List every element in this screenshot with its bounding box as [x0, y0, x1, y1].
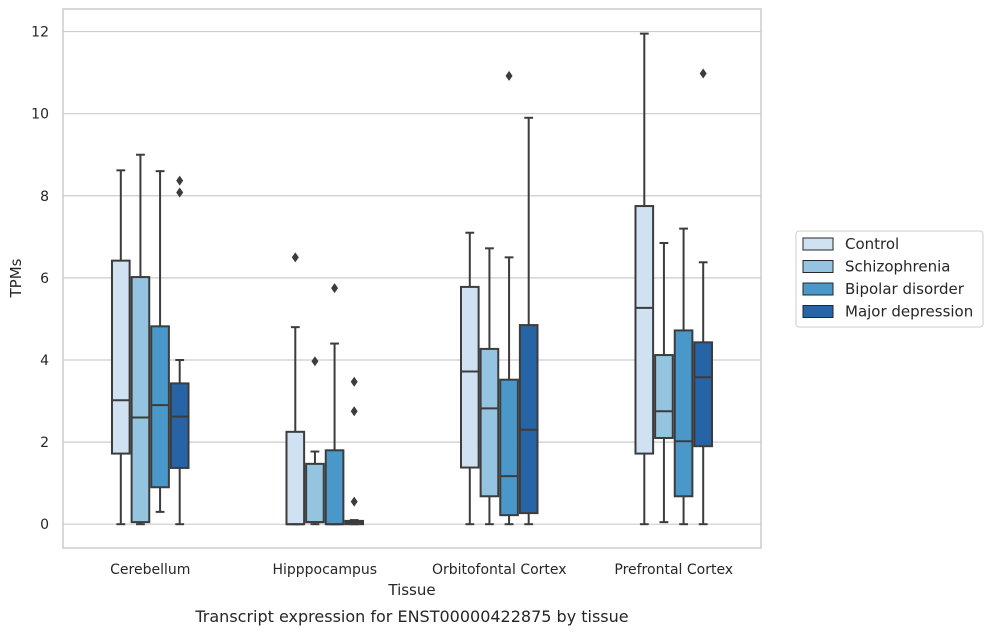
y-tick-label: 2 [40, 435, 49, 451]
box-plot [459, 231, 480, 526]
legend: Control Schizophrenia Bipolar disorder Majo… [795, 230, 984, 328]
x-tick-label: Orbitofontal Cortex [432, 562, 567, 578]
box-iqr [305, 462, 325, 524]
box-iqr [518, 324, 539, 515]
box-plot [169, 175, 190, 526]
y-tick-label: 4 [40, 353, 49, 369]
outlier-point [350, 406, 358, 417]
chart-caption: Transcript expression for ENST0000042287… [194, 607, 628, 626]
box-iqr [693, 341, 714, 448]
box-plot [285, 252, 306, 526]
y-axis-title: TPMs [7, 258, 25, 298]
legend-swatch [802, 305, 834, 318]
x-tick-label: Cerebellum [110, 562, 190, 578]
box-iqr [130, 276, 151, 524]
outlier-point [311, 356, 319, 367]
box-plot [673, 227, 694, 526]
legend-label: Schizophrenia [845, 258, 950, 276]
box-iqr [459, 285, 480, 469]
y-tick-label: 6 [40, 271, 49, 287]
box-plot [150, 170, 170, 513]
y-tick-label: 10 [31, 107, 49, 123]
legend-label: Major depression [845, 303, 973, 321]
box-iqr [479, 347, 500, 498]
legend-label: Bipolar disorder [845, 280, 965, 298]
outlier-point [331, 283, 339, 294]
outlier-point [350, 496, 358, 507]
box-iqr [285, 430, 306, 526]
tick-labels: 0 2 4 6 8 10 12 Cerebellum Hipppocampus Orbitofon… [31, 25, 733, 578]
box-plot [110, 169, 131, 526]
box-plot [499, 70, 519, 526]
plot-frame [62, 8, 762, 549]
box-iqr [634, 205, 655, 455]
box-plot [654, 241, 674, 524]
y-tick-label: 12 [31, 25, 49, 41]
box-plot [130, 153, 151, 526]
box-plot [324, 283, 345, 526]
x-tick-label: Hipppocampus [272, 562, 377, 578]
box-series [110, 32, 714, 526]
y-tick-label: 8 [40, 189, 49, 205]
box-plot [693, 68, 714, 526]
box-plot [305, 356, 325, 526]
box-plot [479, 247, 500, 526]
box-iqr [169, 382, 190, 469]
legend-swatch [802, 237, 834, 251]
box-iqr [324, 449, 345, 526]
legend-label: Control [845, 235, 899, 253]
y-tick-label: 0 [40, 517, 49, 533]
box-plot [344, 376, 365, 526]
legend-swatch [802, 282, 834, 296]
outlier-point [291, 252, 299, 263]
box-plot [634, 32, 655, 526]
box-iqr [110, 259, 131, 455]
box-iqr [673, 329, 694, 498]
x-axis-title: Tissue [387, 581, 435, 599]
outlier-point [176, 175, 184, 186]
outlier-point [350, 376, 358, 387]
box-iqr [499, 378, 519, 517]
box-iqr [150, 325, 170, 489]
legend-frame [795, 230, 984, 328]
legend-swatch [802, 260, 834, 273]
outlier-point [699, 68, 707, 79]
box-iqr [654, 354, 674, 439]
outlier-point [505, 70, 513, 81]
x-tick-label: Prefrontal Cortex [614, 562, 733, 578]
box-plot [518, 116, 539, 526]
outlier-point [176, 187, 184, 198]
